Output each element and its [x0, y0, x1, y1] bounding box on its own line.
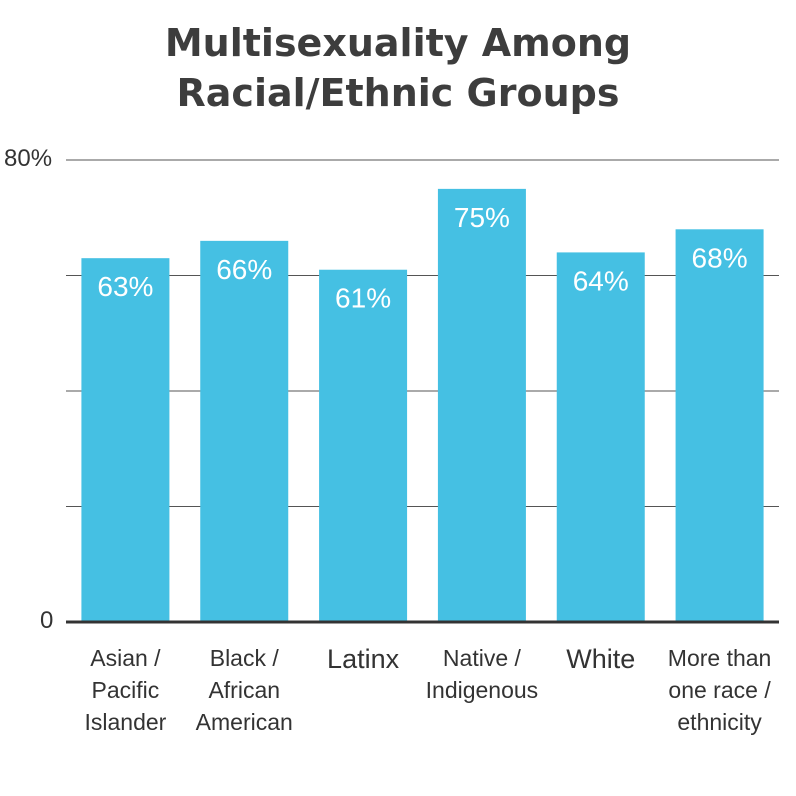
data-labels: 63% 66% 61% 75% 64% 68%	[97, 202, 747, 314]
category-label: Black / African American	[196, 645, 293, 735]
data-label: 68%	[692, 242, 748, 273]
category-label-line: Black /	[210, 645, 280, 671]
data-label: 63%	[97, 271, 153, 302]
y-tick-label-top: 80%	[4, 145, 52, 172]
y-tick-label-bottom: 0	[40, 607, 53, 634]
bar	[200, 240, 289, 622]
bar	[556, 252, 645, 622]
category-label-line: African	[208, 677, 280, 703]
category-label-line: Pacific	[92, 677, 160, 703]
data-label: 66%	[216, 254, 272, 285]
data-label: 64%	[573, 265, 629, 296]
category-label-line: one race /	[668, 677, 771, 703]
category-label-line: Native /	[443, 645, 522, 671]
category-label-line: American	[196, 709, 293, 735]
bar	[437, 188, 526, 622]
chart-title-line-2: Racial/Ethnic Groups	[176, 71, 620, 115]
category-label-line: Islander	[85, 709, 167, 735]
bar	[81, 258, 170, 622]
chart-title: Multisexuality Among Racial/Ethnic Group…	[0, 18, 796, 118]
chart-title-line-1: Multisexuality Among	[164, 21, 632, 65]
category-label: Native / Indigenous	[426, 645, 539, 703]
category-label: More than one race / ethnicity	[668, 645, 772, 735]
category-labels: Asian / Pacific Islander Black / African Amer…	[85, 644, 772, 735]
category-label-line: ethnicity	[677, 709, 762, 735]
category-label-line: More than	[668, 645, 772, 671]
category-label-line: Asian /	[90, 645, 161, 671]
data-label: 61%	[335, 283, 391, 314]
bar	[319, 269, 408, 622]
category-label: Latinx	[327, 644, 400, 674]
gridlines	[66, 159, 779, 507]
category-label-line: White	[566, 644, 635, 674]
category-label: Asian / Pacific Islander	[85, 645, 167, 735]
bars	[81, 188, 764, 623]
bar	[675, 229, 764, 623]
category-label-line: Indigenous	[426, 677, 539, 703]
category-label-line: Latinx	[327, 644, 400, 674]
data-label: 75%	[454, 202, 510, 233]
axes: 80% 0	[4, 145, 779, 634]
category-label: White	[566, 644, 635, 674]
